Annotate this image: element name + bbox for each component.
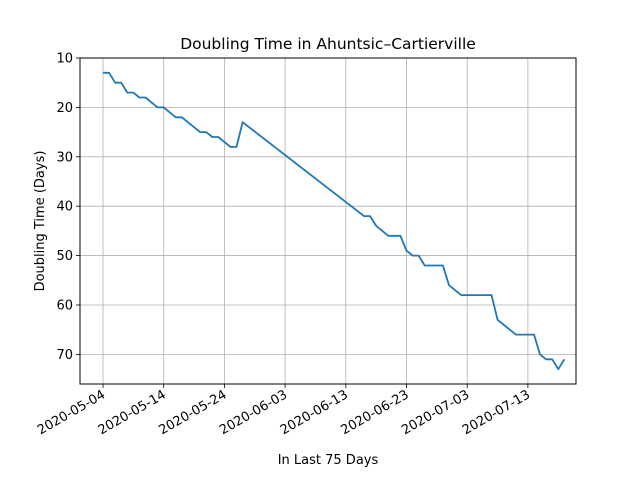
x-tick-label: 2020-06-03 [217, 387, 290, 438]
y-tick-label: 10 [56, 52, 73, 67]
y-tick-label: 60 [56, 298, 73, 313]
x-axis-label: In Last 75 Days [278, 453, 379, 468]
x-tick-label: 2020-05-24 [156, 387, 229, 438]
x-tick-label: 2020-05-14 [96, 387, 169, 438]
x-tick-label: 2020-06-23 [339, 387, 412, 438]
series-line [103, 71, 566, 371]
chart-title: Doubling Time in Ahuntsic–Cartierville [180, 35, 476, 53]
x-tick-label: 2020-07-03 [399, 387, 472, 438]
grid-layer [80, 57, 576, 384]
y-axis-label: Doubling Time (Days) [33, 151, 48, 292]
y-tick-label: 70 [56, 348, 73, 363]
y-tick-label: 20 [56, 101, 73, 116]
y-tick-label: 50 [56, 249, 73, 264]
y-tick-label: 30 [56, 150, 73, 165]
tick-layer: 2020-05-042020-05-142020-05-242020-06-03… [35, 52, 533, 439]
plot-frame [79, 57, 577, 385]
series-layer [103, 71, 566, 371]
x-tick-label: 2020-07-13 [460, 387, 533, 438]
x-tick-label: 2020-05-04 [35, 387, 108, 438]
y-tick-label: 40 [56, 200, 73, 215]
x-tick-label: 2020-06-13 [278, 387, 351, 438]
